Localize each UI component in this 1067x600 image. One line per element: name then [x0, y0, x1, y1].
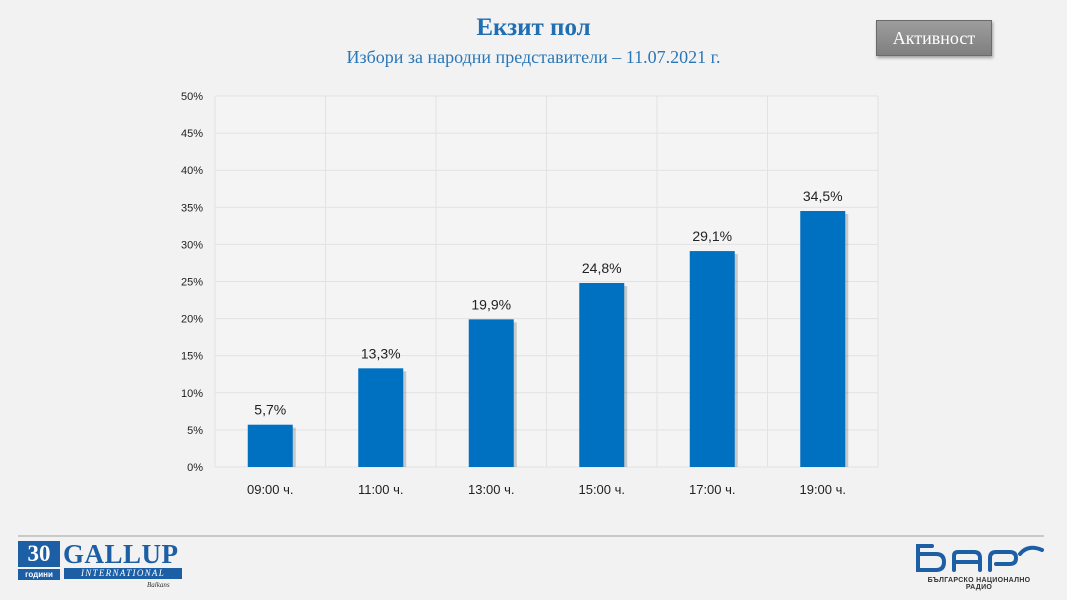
chart-grid [214, 95, 879, 468]
x-axis-ticks: 09:00 ч. 11:00 ч. 13:00 ч. 15:00 ч. 17:00 ч.… [247, 482, 846, 497]
bnr-logo: БЪЛГАРСКО НАЦИОНАЛНО РАДИО [910, 540, 1050, 595]
gallup-logo: 30 години GALLUP INTERNATIONAL Balkans [18, 539, 188, 593]
x-tick-label: 13:00 ч. [468, 482, 515, 497]
y-tick-label: 30% [181, 239, 203, 251]
chart-bars [247, 211, 849, 467]
bar [689, 251, 735, 467]
y-tick-label: 50% [181, 91, 203, 103]
y-tick-label: 0% [187, 462, 203, 474]
gallup-international: INTERNATIONAL [64, 568, 182, 579]
bar [800, 211, 846, 467]
bar [247, 424, 293, 467]
data-label: 34,5% [803, 188, 843, 204]
gallup-region: Balkans [147, 581, 170, 589]
bar [468, 319, 514, 467]
data-label: 24,8% [582, 260, 622, 276]
y-tick-label: 25% [181, 277, 203, 289]
gallup-name: GALLUP [63, 539, 179, 569]
chart-subtitle: Избори за народни представители – 11.07.… [346, 47, 721, 67]
y-tick-label: 10% [181, 388, 203, 400]
y-axis-ticks: 0% 5% 10% 15% 20% 25% 30% 35% 40% 45% 50% [181, 91, 203, 474]
y-tick-label: 5% [187, 425, 203, 437]
activity-button[interactable]: Активност [876, 20, 992, 56]
gallup-years-label: години [18, 569, 60, 580]
footer-divider [18, 535, 1044, 537]
y-tick-label: 40% [181, 165, 203, 177]
bar [579, 282, 625, 467]
y-tick-label: 15% [181, 351, 203, 363]
y-tick-label: 20% [181, 314, 203, 326]
data-label: 19,9% [471, 296, 511, 312]
data-label: 13,3% [361, 345, 401, 361]
data-label: 5,7% [254, 402, 286, 418]
y-tick-label: 45% [181, 128, 203, 140]
data-label: 29,1% [692, 228, 732, 244]
x-tick-label: 17:00 ч. [689, 482, 736, 497]
x-tick-label: 19:00 ч. [799, 482, 846, 497]
chart-title: Екзит пол [476, 14, 591, 41]
x-tick-label: 15:00 ч. [578, 482, 625, 497]
x-tick-label: 09:00 ч. [247, 482, 294, 497]
data-labels: 5,7% 13,3% 19,9% 24,8% 29,1% 34,5% [254, 188, 842, 418]
bnr-logo-icon [916, 544, 1044, 572]
gallup-30-badge: 30 [18, 541, 60, 567]
bar [358, 368, 404, 467]
bnr-subtitle: БЪЛГАРСКО НАЦИОНАЛНО РАДИО [927, 577, 1031, 591]
x-tick-label: 11:00 ч. [358, 482, 404, 497]
y-tick-label: 35% [181, 202, 203, 214]
